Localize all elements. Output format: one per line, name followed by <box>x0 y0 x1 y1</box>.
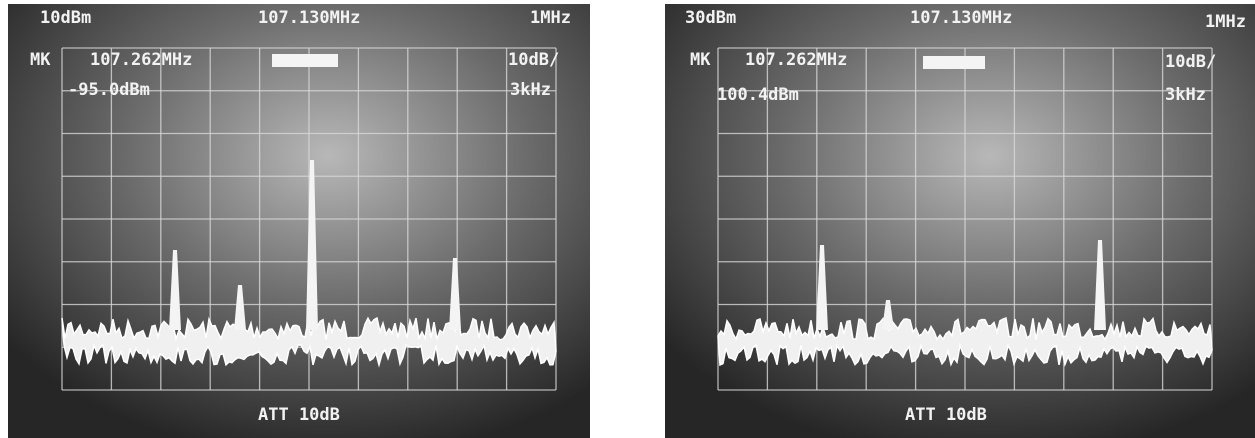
marker-freq: 107.262MHz <box>90 50 192 70</box>
page: 10dBm 107.130MHz 1MHz MK 107.262MHz 10dB… <box>0 0 1255 438</box>
scale: 10dB/ <box>1165 52 1216 72</box>
rbw: 3kHz <box>1165 85 1206 105</box>
scale: 10dB/ <box>508 50 559 70</box>
attenuation: ATT 10dB <box>905 405 987 425</box>
marker-level: -95.0dBm <box>68 80 150 100</box>
span: 1MHz <box>530 8 571 28</box>
marker-label: MK <box>690 50 711 70</box>
marker-box <box>923 56 985 69</box>
analyzer-photo: 30dBm 107.130MHz 1MHz MK 107.262MHz 10dB… <box>665 4 1255 438</box>
attenuation: ATT 10dB <box>258 405 340 425</box>
marker-box <box>272 54 338 67</box>
marker-level: 100.4dBm <box>717 85 799 105</box>
marker-label: MK <box>30 50 51 70</box>
span: 1MHz <box>1205 12 1246 32</box>
marker-freq: 107.262MHz <box>745 50 847 70</box>
center-freq: 107.130MHz <box>910 8 1012 28</box>
ref-level: 30dBm <box>685 8 736 28</box>
ref-level: 10dBm <box>40 8 91 28</box>
rbw: 3kHz <box>510 80 551 100</box>
center-freq: 107.130MHz <box>258 8 360 28</box>
analyzer-photo: 10dBm 107.130MHz 1MHz MK 107.262MHz 10dB… <box>8 4 590 438</box>
